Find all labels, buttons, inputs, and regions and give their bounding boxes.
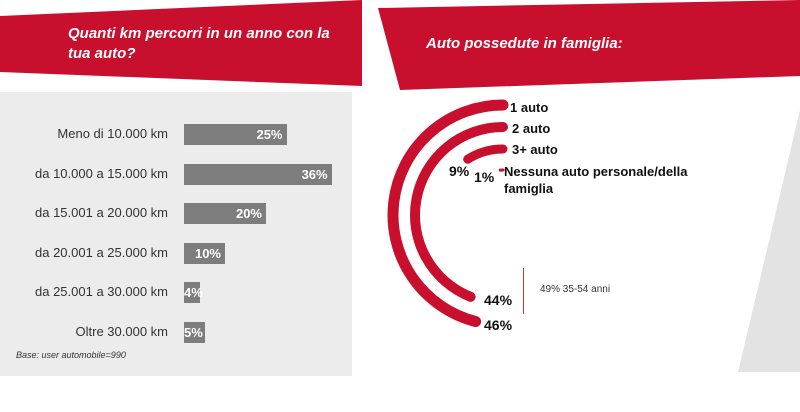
annotation-line <box>523 268 524 314</box>
bar-value-label: 10% <box>194 245 221 261</box>
right-panel-title: Auto possedute in famiglia: <box>426 35 623 52</box>
ring-legend-label: 1 auto <box>510 100 549 115</box>
base-note: Base: user automobile=990 <box>16 350 126 360</box>
right-title-banner: Auto possedute in famiglia: <box>378 0 800 92</box>
bar-value-label: 36% <box>301 166 328 182</box>
bar-value-label: 25% <box>256 127 283 142</box>
left-title-banner: Quanti km percorri in un anno con la tua… <box>0 0 362 88</box>
bar <box>184 321 205 343</box>
bar <box>184 203 266 224</box>
bar <box>184 124 287 145</box>
left-banner-shape <box>0 0 362 86</box>
bar-value-label: 20% <box>235 206 262 221</box>
ring-legend-label: Nessuna auto personale/della famiglia <box>504 164 688 196</box>
bar-category-label: da 25.001 a 30.000 km <box>35 284 168 299</box>
bar-category-label: Oltre 30.000 km <box>75 323 169 339</box>
bar <box>184 282 201 303</box>
ring-value-label: 1% <box>474 169 495 185</box>
left-panel-title: Quanti km percorri in un anno con la tua… <box>68 25 330 62</box>
ring-arc <box>463 144 508 164</box>
annotation-text: 49% 35-54 anni <box>540 284 611 295</box>
bar-category-label: da 20.001 a 25.000 km <box>35 244 168 260</box>
bar-value-label: 5% <box>184 324 203 340</box>
bar <box>184 163 332 185</box>
ring-value-label: 46% <box>484 317 513 333</box>
ring-legend-label: 2 auto <box>512 121 551 136</box>
bar-category-label: Meno di 10.000 km <box>57 126 168 141</box>
ring-value-label: 44% <box>484 292 513 308</box>
ring-value-label: 9% <box>449 163 470 179</box>
ring-legend-label: 3+ auto <box>512 142 558 157</box>
bar-category-label: da 10.000 a 15.000 km <box>35 165 168 181</box>
bar-category-label: da 15.001 a 20.000 km <box>35 205 168 220</box>
bar-value-label: 4% <box>184 285 203 300</box>
ring-arc <box>387 99 509 328</box>
bar <box>184 242 225 264</box>
right-banner-shape <box>378 0 800 90</box>
ring-arc <box>410 122 508 302</box>
left-panel-background <box>0 92 352 376</box>
